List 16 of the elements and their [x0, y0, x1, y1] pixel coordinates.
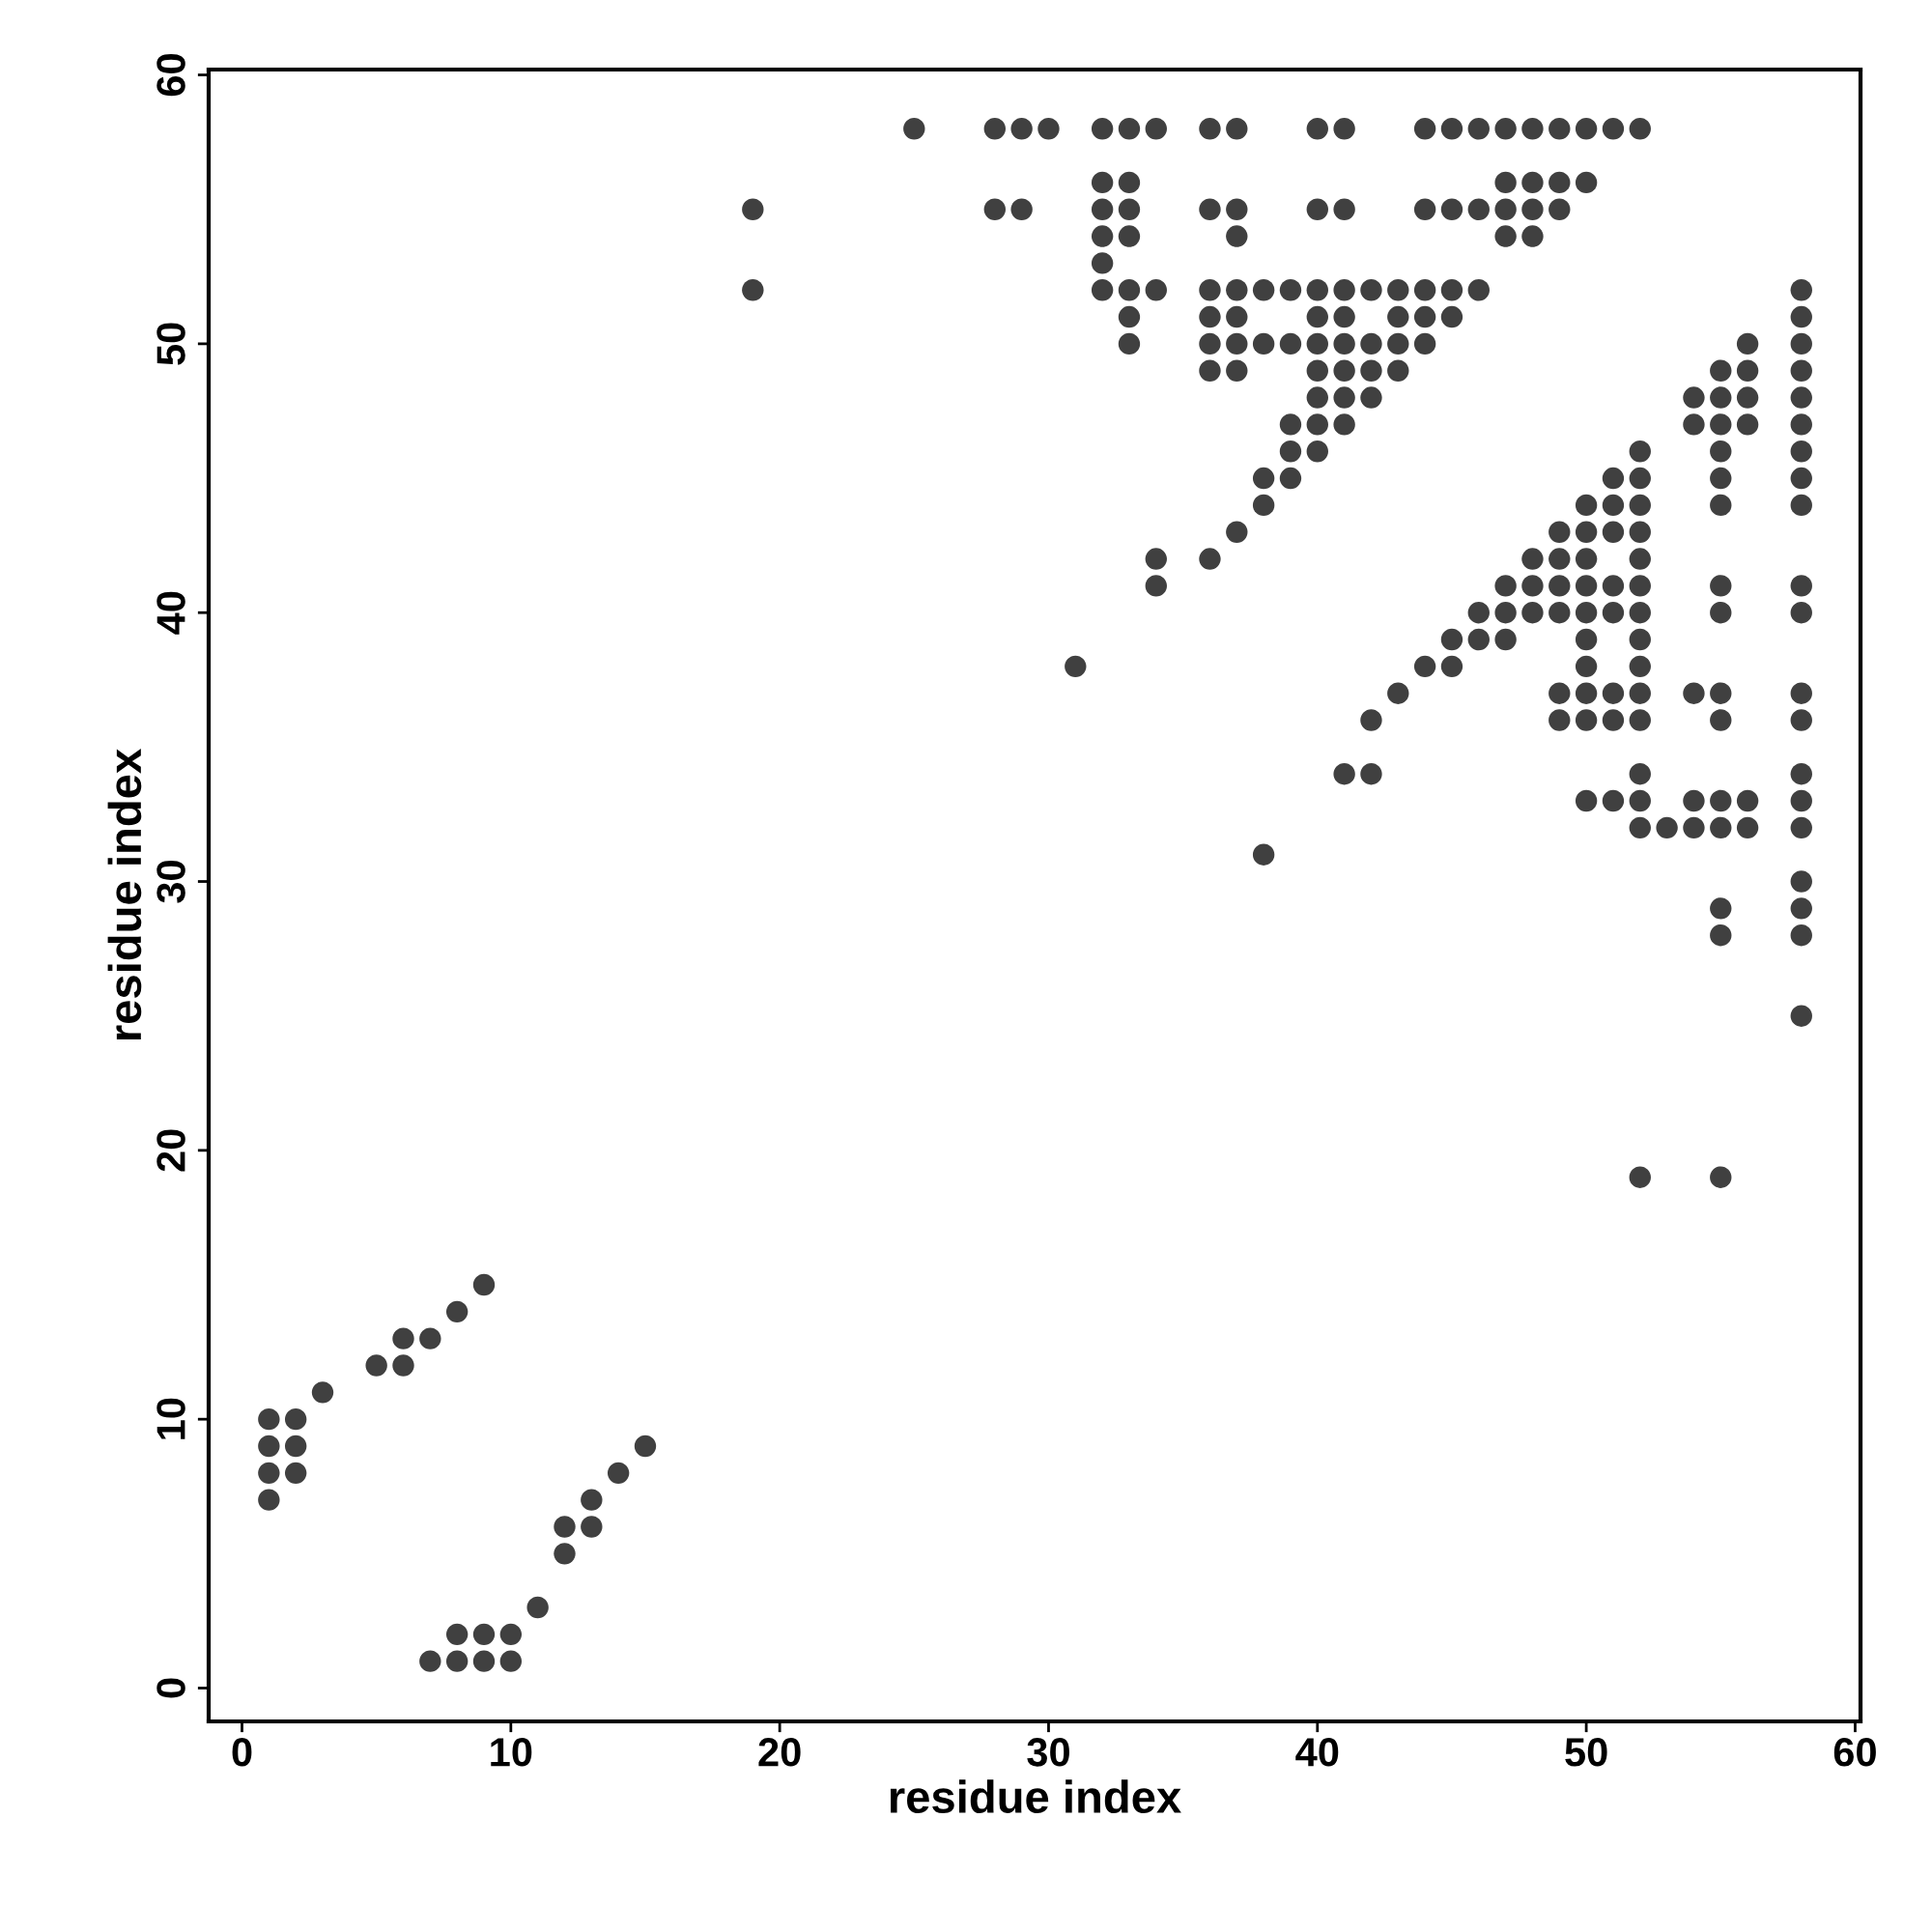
- y-tick-label: 10: [156, 1398, 185, 1439]
- y-tick-label: 50: [156, 323, 185, 365]
- x-axis-title: residue index: [890, 1779, 1181, 1814]
- x-tick-label: 10: [491, 1738, 532, 1767]
- x-tick-label: 40: [1295, 1738, 1339, 1767]
- x-tick-label: 60: [1833, 1738, 1876, 1767]
- y-tick-label: 60: [156, 54, 185, 97]
- x-tick-label: 30: [1027, 1738, 1069, 1767]
- y-tick-label: 0: [156, 1678, 185, 1698]
- x-tick-label: 20: [758, 1738, 801, 1767]
- x-tick-label: 0: [232, 1738, 252, 1767]
- x-tick-label: 50: [1565, 1738, 1607, 1767]
- y-tick-label: 40: [156, 591, 185, 635]
- y-axis-title: residue index: [107, 749, 142, 1040]
- y-tick-label: 30: [156, 861, 185, 903]
- y-tick-label: 20: [156, 1129, 185, 1172]
